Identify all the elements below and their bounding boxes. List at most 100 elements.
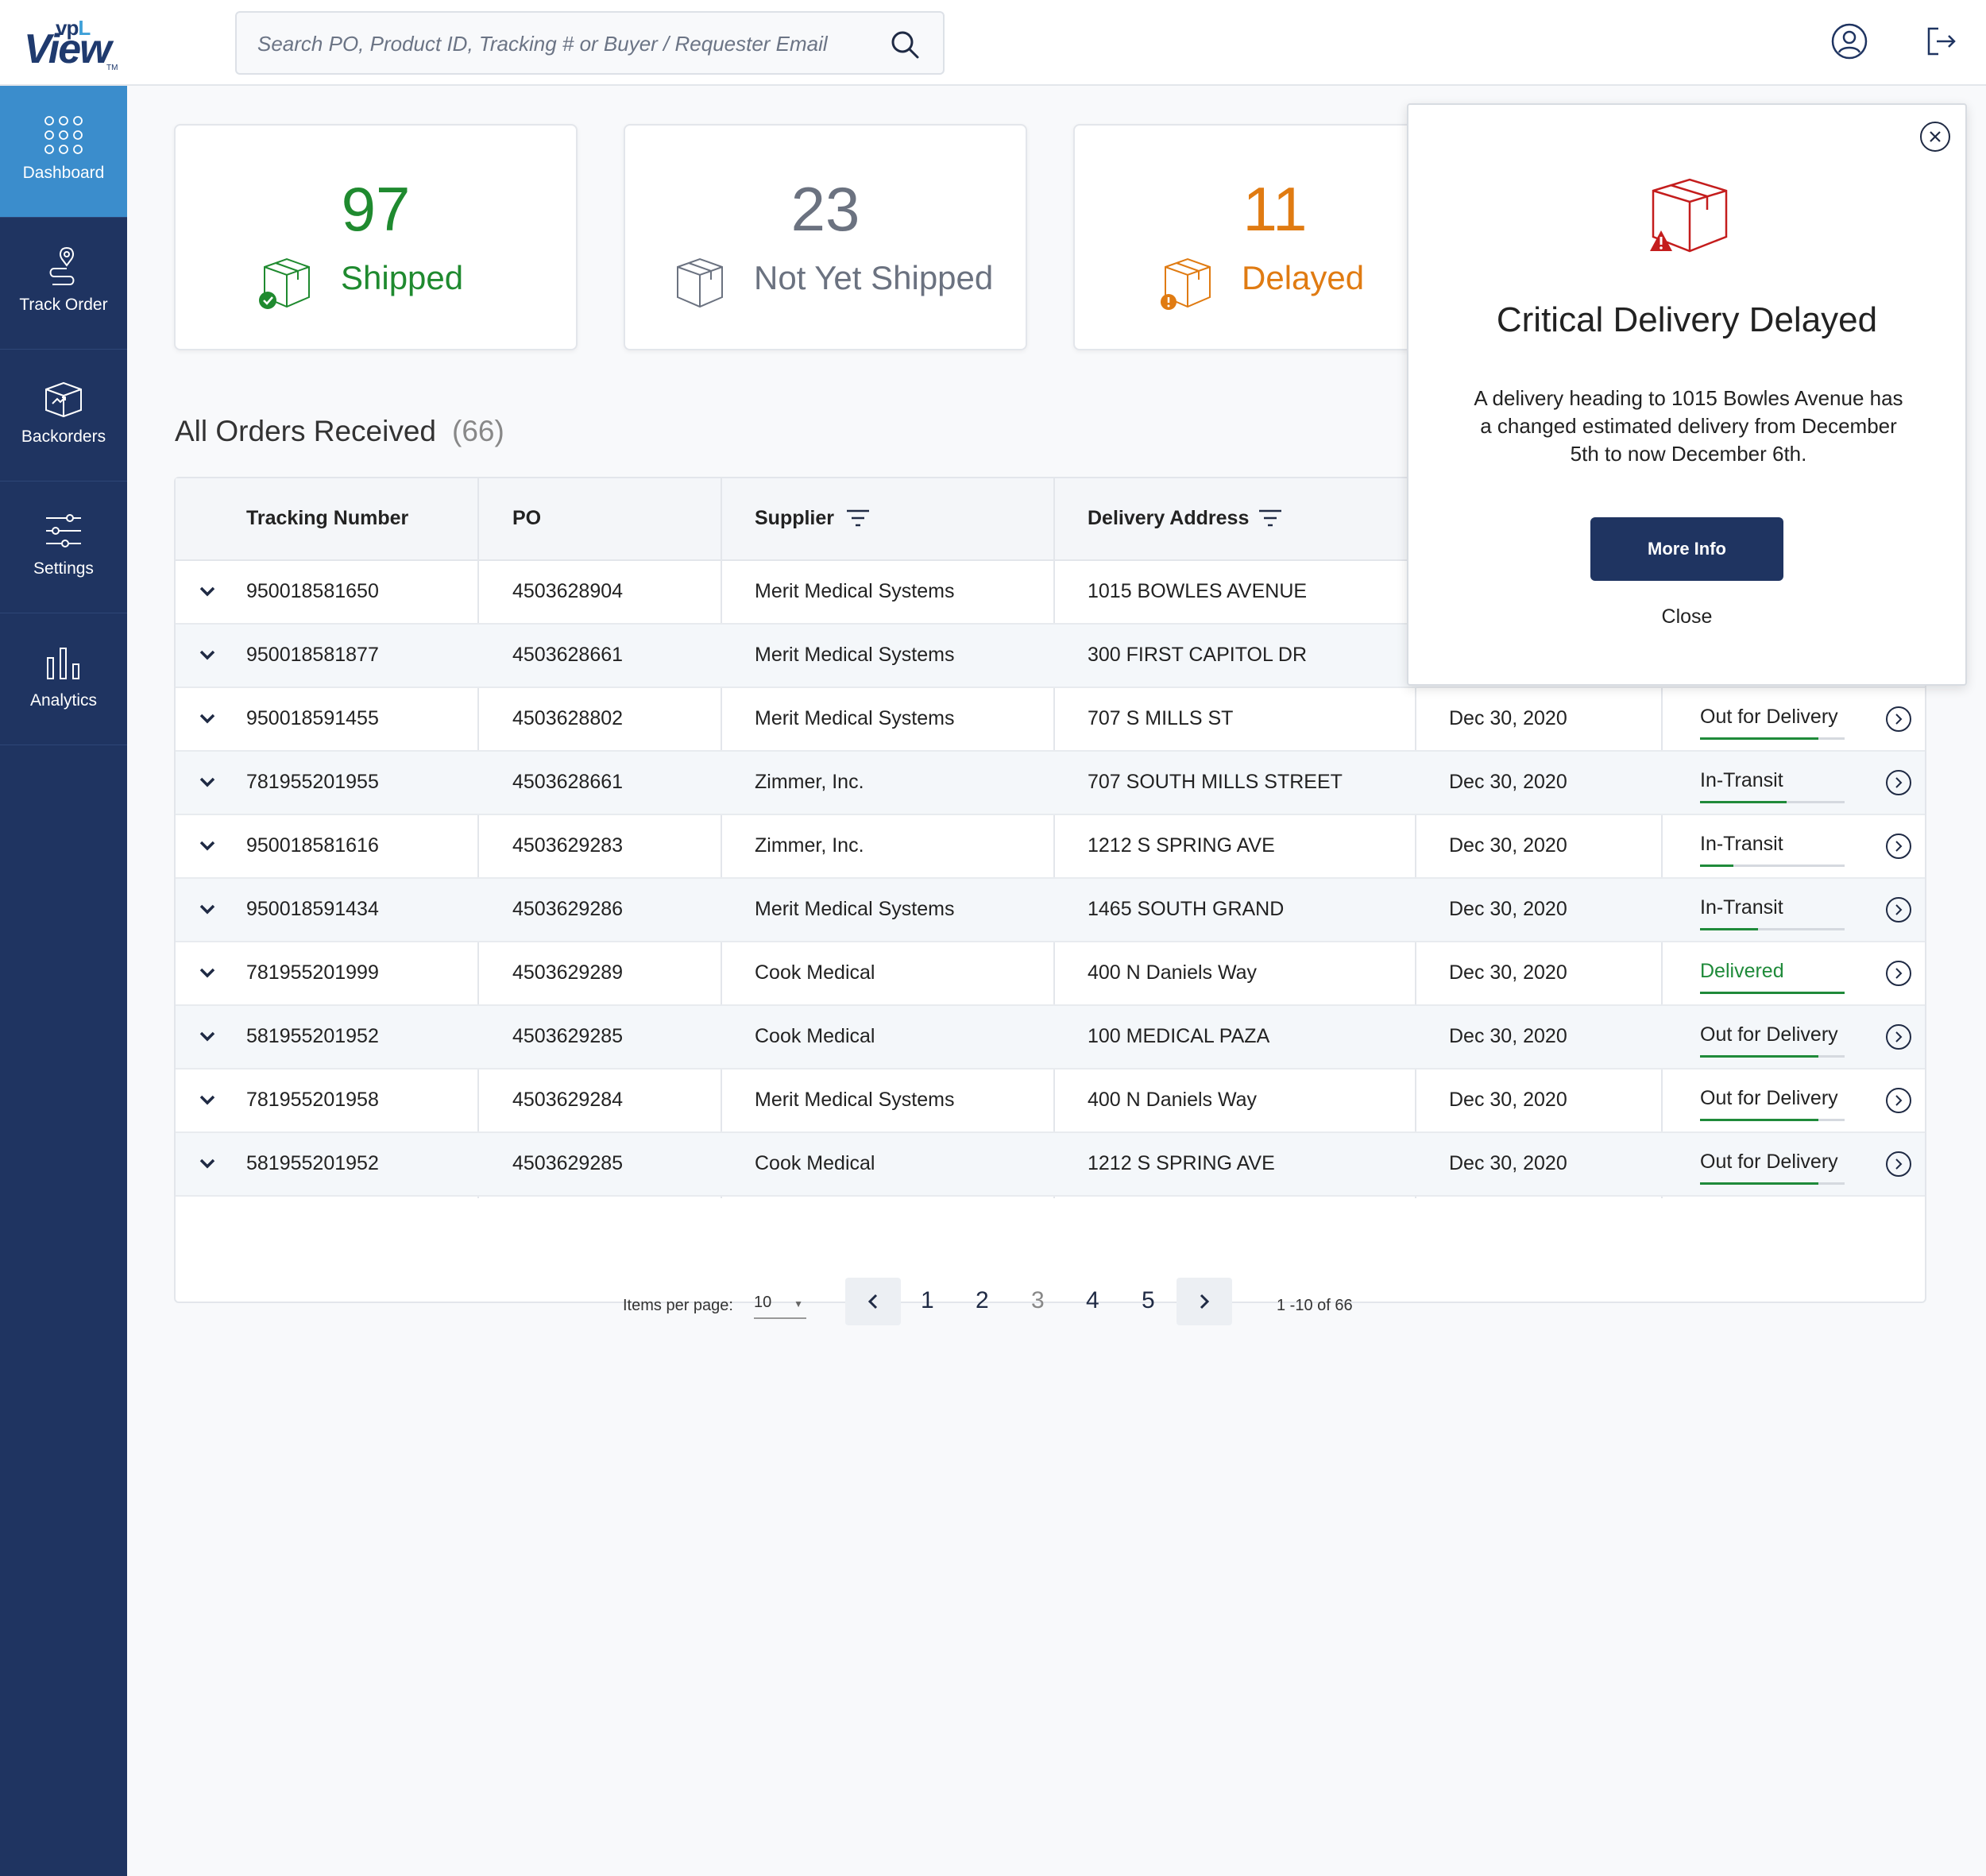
filter-icon[interactable] (845, 507, 871, 529)
table-row[interactable]: 950018591434 4503629286 Merit Medical Syst… (176, 879, 1925, 942)
status-indicator: Out for Delivery (1700, 1151, 1845, 1185)
filter-icon[interactable] (1258, 507, 1283, 529)
chevron-down-icon[interactable] (198, 1155, 217, 1171)
sidebar-item-dashboard[interactable]: Dashboard (0, 86, 127, 218)
column-header-supplier[interactable]: Supplier (755, 507, 835, 529)
status-indicator: In-Transit (1700, 769, 1845, 803)
supplier-name: Cook Medical (755, 1025, 875, 1047)
top-header: vpL View TM Search PO, Product ID, Track… (0, 0, 1986, 86)
sidebar-item-label: Settings (33, 559, 94, 578)
column-header-tracking[interactable]: Tracking Number (246, 507, 409, 529)
page-5-button[interactable]: 5 (1142, 1287, 1155, 1313)
tracking-number[interactable]: 950018581877 (246, 644, 379, 666)
delivery-address: 1465 SOUTH GRAND (1088, 898, 1285, 920)
page-2-button[interactable]: 2 (976, 1287, 989, 1313)
stat-label: Shipped (341, 259, 464, 296)
chevron-right-circle-icon[interactable] (1885, 706, 1912, 733)
prev-page-button[interactable] (845, 1278, 901, 1325)
critical-delay-alert: Critical Delivery Delayed A delivery hea… (1407, 103, 1967, 686)
stat-card-shipped[interactable]: 97 Shipped (174, 124, 578, 350)
next-page-button[interactable] (1177, 1278, 1232, 1325)
chevron-right-circle-icon[interactable] (1885, 769, 1912, 796)
chevron-down-icon[interactable] (198, 965, 217, 981)
sidebar-item-track-order[interactable]: Track Order (0, 218, 127, 350)
tracking-number[interactable]: 781955201999 (246, 961, 379, 984)
table-row[interactable]: 781955201999 4503629289 Cook Medical 400 N … (176, 942, 1925, 1006)
chevron-down-icon[interactable] (198, 1028, 217, 1044)
chevron-down-icon[interactable] (198, 583, 217, 599)
items-per-page-select[interactable]: 10 ▼ (754, 1294, 806, 1319)
page-3-button[interactable]: 3 (1031, 1287, 1045, 1313)
chevron-down-icon[interactable] (198, 710, 217, 726)
table-row[interactable]: 950018581650 4503628904 Merit Medical Syst… (176, 561, 1925, 625)
close-icon[interactable] (1919, 121, 1951, 153)
tracking-number[interactable]: 950018581616 (246, 834, 379, 857)
po-number: 4503629284 (512, 1089, 624, 1111)
close-link[interactable]: Close (1661, 605, 1713, 628)
search-input[interactable]: Search PO, Product ID, Tracking # or Buy… (235, 11, 945, 75)
tracking-number[interactable]: 581955201952 (246, 1152, 379, 1174)
chevron-right-circle-icon[interactable] (1885, 960, 1912, 987)
status-progress-track (1700, 801, 1845, 803)
sidebar-item-label: Analytics (29, 691, 98, 710)
supplier-name: Zimmer, Inc. (755, 834, 864, 857)
logout-icon[interactable] (1922, 22, 1961, 60)
tracking-number[interactable]: 950018591455 (246, 707, 379, 729)
tracking-number[interactable]: 950018581650 (246, 580, 379, 602)
table-row[interactable]: 581955201952 4503629285 Cook Medical 1212 S… (176, 1133, 1925, 1197)
chevron-down-icon[interactable] (198, 647, 217, 663)
chevron-down-icon[interactable] (198, 901, 217, 917)
table-row[interactable]: 781955201955 4503628661 Zimmer, Inc. 707 SO… (176, 752, 1925, 815)
po-number: 4503628802 (512, 707, 624, 729)
chevron-right-circle-icon[interactable] (1885, 1151, 1912, 1178)
chevron-down-icon[interactable] (198, 774, 217, 790)
supplier-name: Cook Medical (755, 961, 875, 984)
sidebar-item-analytics[interactable]: Analytics (0, 613, 127, 745)
table-row[interactable]: 950018581616 4503629283 Zimmer, Inc. 1212 S… (176, 815, 1925, 879)
sidebar-item-settings[interactable]: Settings (0, 482, 127, 613)
orders-section-title: All Orders Received (66) (175, 415, 504, 447)
column-divider (721, 478, 722, 1198)
supplier-name: Merit Medical Systems (755, 580, 955, 602)
alert-message: A delivery heading to 1015 Bowles Avenue… (1474, 386, 1903, 466)
delivery-address: 100 MEDICAL PAZA (1088, 1025, 1270, 1047)
page-1-button[interactable]: 1 (921, 1287, 934, 1313)
chevron-right-circle-icon[interactable] (1885, 1087, 1912, 1114)
sidebar-item-label: Backorders (21, 427, 106, 446)
box-arrow-icon (45, 381, 82, 418)
chevron-right-circle-icon[interactable] (1885, 1023, 1912, 1050)
search-icon[interactable] (889, 29, 921, 60)
page-4-button[interactable]: 4 (1086, 1287, 1099, 1313)
more-info-button[interactable]: More Info (1590, 517, 1783, 581)
search-placeholder: Search PO, Product ID, Tracking # or Buy… (257, 32, 828, 56)
stat-card-not-yet-shipped[interactable]: 23 Not Yet Shipped (624, 124, 1027, 350)
chevron-down-icon[interactable] (198, 1092, 217, 1108)
chevron-right-circle-icon[interactable] (1885, 896, 1912, 923)
po-number: 4503628661 (512, 644, 624, 666)
chevron-right-circle-icon[interactable] (1885, 833, 1912, 860)
delivery-address: 1015 BOWLES AVENUE (1088, 580, 1308, 602)
status-progress-fill (1700, 865, 1733, 867)
chevron-down-icon[interactable] (198, 837, 217, 853)
column-divider (1661, 478, 1663, 1198)
table-row[interactable]: 950018591455 4503628802 Merit Medical Syst… (176, 688, 1925, 752)
box-icon (677, 257, 723, 308)
stat-value: 97 (341, 174, 411, 244)
table-row[interactable]: 581955201952 4503629285 Cook Medical 100 ME… (176, 1006, 1925, 1070)
supplier-name: Merit Medical Systems (755, 707, 955, 729)
column-header-po[interactable]: PO (512, 507, 542, 529)
tracking-number[interactable]: 950018591434 (246, 898, 379, 920)
supplier-name: Cook Medical (755, 1152, 875, 1174)
column-header-address[interactable]: Delivery Address (1088, 507, 1250, 529)
tracking-number[interactable]: 781955201958 (246, 1089, 379, 1111)
user-profile-icon[interactable] (1830, 22, 1868, 60)
status-progress-track (1700, 1055, 1845, 1058)
tracking-number[interactable]: 781955201955 (246, 771, 379, 793)
box-warning-icon (1650, 178, 1728, 253)
sidebar-item-backorders[interactable]: Backorders (0, 350, 127, 482)
vplview-logo[interactable]: vpL View TM (24, 16, 118, 72)
table-row[interactable]: 781955201958 4503629284 Merit Medical Syst… (176, 1070, 1925, 1133)
status-label: In-Transit (1700, 769, 1783, 791)
orders-count: (66) (452, 415, 504, 447)
tracking-number[interactable]: 581955201952 (246, 1025, 379, 1047)
